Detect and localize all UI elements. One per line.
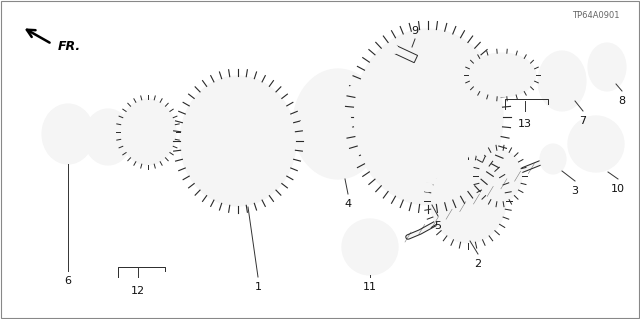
Ellipse shape	[42, 104, 94, 164]
Circle shape	[259, 106, 268, 116]
Circle shape	[259, 166, 268, 176]
Text: 5: 5	[435, 221, 442, 231]
Circle shape	[581, 129, 611, 159]
Text: 11: 11	[363, 282, 377, 292]
Circle shape	[371, 147, 381, 157]
Ellipse shape	[588, 43, 626, 91]
Circle shape	[453, 173, 463, 182]
Text: 12: 12	[131, 286, 145, 296]
Circle shape	[453, 51, 463, 61]
Ellipse shape	[478, 150, 522, 202]
Circle shape	[366, 119, 376, 129]
Circle shape	[381, 258, 389, 266]
Ellipse shape	[598, 55, 616, 79]
Circle shape	[197, 136, 207, 146]
Text: 8: 8	[618, 96, 625, 106]
Ellipse shape	[406, 91, 450, 143]
Ellipse shape	[180, 76, 296, 206]
Circle shape	[354, 231, 386, 263]
Text: 3: 3	[572, 186, 579, 196]
Ellipse shape	[54, 117, 82, 151]
Circle shape	[607, 125, 615, 133]
Text: 7: 7	[579, 116, 587, 126]
Circle shape	[381, 228, 389, 236]
Circle shape	[324, 110, 352, 138]
Ellipse shape	[353, 29, 503, 205]
Circle shape	[568, 116, 624, 172]
Circle shape	[541, 155, 553, 167]
Text: 2: 2	[474, 259, 481, 269]
Text: 1: 1	[255, 282, 262, 292]
Ellipse shape	[135, 117, 161, 147]
Circle shape	[475, 77, 485, 87]
Circle shape	[269, 136, 279, 146]
Circle shape	[423, 182, 433, 192]
Ellipse shape	[468, 53, 536, 97]
Circle shape	[317, 84, 326, 94]
Circle shape	[233, 94, 243, 104]
Circle shape	[224, 127, 252, 155]
Circle shape	[371, 77, 381, 87]
Ellipse shape	[540, 144, 566, 174]
Circle shape	[233, 178, 243, 188]
Circle shape	[571, 140, 579, 148]
Circle shape	[592, 161, 600, 169]
Ellipse shape	[120, 99, 176, 165]
Text: 9: 9	[412, 26, 419, 36]
Polygon shape	[392, 45, 417, 63]
Circle shape	[483, 112, 493, 122]
Circle shape	[300, 119, 310, 129]
Circle shape	[342, 219, 398, 275]
Ellipse shape	[538, 51, 586, 111]
Text: 4: 4	[344, 199, 351, 209]
Ellipse shape	[486, 64, 518, 86]
Circle shape	[613, 140, 621, 148]
Ellipse shape	[376, 55, 481, 179]
Circle shape	[349, 84, 360, 94]
Circle shape	[351, 258, 359, 266]
Circle shape	[577, 155, 585, 163]
Circle shape	[363, 112, 373, 122]
Ellipse shape	[293, 69, 383, 179]
Text: FR.: FR.	[58, 41, 81, 54]
Ellipse shape	[84, 109, 132, 165]
Circle shape	[387, 243, 395, 251]
Circle shape	[577, 125, 585, 133]
Ellipse shape	[546, 151, 560, 167]
Circle shape	[475, 147, 485, 157]
Ellipse shape	[202, 100, 274, 182]
Circle shape	[388, 44, 398, 54]
Circle shape	[366, 264, 374, 272]
Text: TP64A0901: TP64A0901	[573, 11, 620, 20]
Text: 6: 6	[65, 276, 72, 286]
Circle shape	[423, 42, 433, 52]
Circle shape	[317, 154, 326, 164]
Text: 13: 13	[518, 119, 532, 129]
Circle shape	[349, 154, 360, 164]
Circle shape	[207, 166, 218, 176]
Circle shape	[393, 173, 403, 182]
Circle shape	[351, 228, 359, 236]
Circle shape	[592, 119, 600, 127]
Text: 10: 10	[611, 184, 625, 194]
Circle shape	[207, 106, 218, 116]
Ellipse shape	[96, 123, 120, 151]
Ellipse shape	[310, 90, 365, 158]
Circle shape	[393, 51, 403, 61]
Circle shape	[345, 243, 353, 251]
Ellipse shape	[550, 65, 574, 97]
Circle shape	[366, 222, 374, 230]
Circle shape	[607, 155, 615, 163]
Ellipse shape	[430, 159, 506, 243]
